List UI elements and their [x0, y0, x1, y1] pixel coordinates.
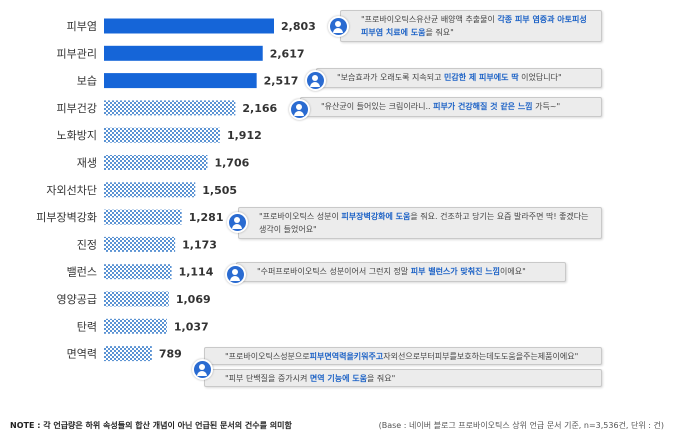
quote-tail: 을 줘요": [425, 28, 454, 37]
quote-highlight: 피부면역력을키워주고: [309, 352, 384, 361]
bar: [104, 100, 236, 116]
value-label: 789: [159, 348, 182, 361]
quote-bubble: "프로바이오틱스 성분이 피부장벽강화에 도움을 줘요. 건조하고 당기는 요즘…: [238, 207, 602, 239]
bar: [104, 346, 152, 362]
value-label: 1,912: [227, 129, 262, 142]
category-label: 피부관리: [57, 47, 97, 60]
value-label: 1,173: [182, 238, 217, 251]
bar: [104, 155, 208, 170]
bar: [104, 127, 220, 143]
value-label: 2,517: [264, 75, 299, 88]
note-label: NOTE :: [10, 421, 44, 430]
value-label: 1,706: [214, 157, 249, 170]
bar: [104, 73, 257, 89]
bar: [104, 291, 169, 307]
quote-bubble: "유산균이 들어있는 크림이라니.. 피부가 건강해질 것 같은 느낌 가득~": [300, 97, 602, 117]
user-avatar-icon: [305, 70, 326, 91]
quote-text: "프로바이오틱스 성분이: [259, 212, 342, 221]
category-label: 면역력: [67, 348, 97, 361]
quote-text: "유산균이 들어있는 크림이라니..: [321, 102, 434, 111]
quote-text: "보습효과가 오래도록 지속되고: [337, 73, 444, 82]
user-avatar-icon: [225, 264, 246, 285]
category-label: 밸런스: [67, 266, 97, 279]
quote-highlight: 면역 기능에 도움: [309, 374, 368, 383]
user-avatar-icon: [192, 359, 213, 380]
bar: [104, 182, 196, 198]
note-text: 각 언급량은 하위 속성들의 합산 개념이 아닌 언급된 문서의 건수를 의미함: [43, 421, 292, 430]
value-label: 2,617: [270, 47, 305, 60]
quote-text: "프로바이오틱스유산균 배양액 추출물이: [361, 15, 498, 24]
quote-bubble: "피부 단백질을 증가시켜 면역 기능에 도움을 줘요": [204, 369, 602, 387]
quote-bubble: "프로바이오틱스성분으로피부면역력을키워주고자외선으로부터피부를보호하는데도도움…: [204, 347, 602, 365]
value-label: 1,114: [179, 266, 214, 279]
quote-tail: 을 줘요": [367, 374, 396, 383]
quote-bubble: "프로바이오틱스유산균 배양액 추출물이 각종 피부 염증과 아토피성 피부염 …: [340, 10, 602, 42]
bar: [104, 318, 167, 334]
value-label: 2,166: [242, 102, 277, 115]
bar: [104, 45, 263, 61]
category-label: 재생: [77, 157, 97, 170]
value-label: 1,037: [174, 320, 209, 333]
quote-bubble: "수퍼프로바이오틱스 성분이어서 그런지 정말 피부 밸런스가 맞춰진 느낌이에…: [236, 262, 566, 282]
category-label: 자외선차단: [46, 184, 97, 197]
category-label: 보습: [77, 75, 97, 88]
quote-bubble: "보습효과가 오래도록 지속되고 민감한 제 피부에도 딱 이었답니다": [316, 68, 602, 88]
category-label: 진정: [77, 238, 97, 251]
bar: [104, 264, 172, 280]
quote-tail: 자외선으로부터피부를보호하는데도도움을주는제품이에요": [383, 352, 579, 361]
quote-highlight: 피부가 건강해질 것 같은 느낌: [433, 102, 533, 111]
quote-text: "피부 단백질을 증가시켜: [225, 374, 310, 383]
user-avatar-icon: [289, 99, 310, 120]
user-avatar-icon: [227, 212, 248, 233]
bar: [104, 209, 182, 225]
quote-highlight: 피부 밸런스가 맞춰진 느낌: [410, 267, 501, 276]
quote-tail: 이었답니다": [518, 73, 562, 82]
quote-tail: 가득~": [532, 102, 561, 111]
user-avatar-icon: [328, 16, 349, 37]
value-label: 1,505: [202, 184, 237, 197]
category-label: 영양공급: [57, 293, 97, 306]
quote-highlight: 민감한 제 피부에도 딱: [444, 73, 519, 82]
quote-tail: 을 줘요. 건조하고 당기는 요즘 발라주면 딱! 좋겠다는 생각이 들었어요": [259, 212, 589, 234]
quote-highlight: 피부장벽강화에 도움: [341, 212, 411, 221]
bar: [104, 18, 274, 34]
note-footer: NOTE : 각 언급량은 하위 속성들의 합산 개념이 아닌 언급된 문서의 …: [10, 420, 292, 431]
quote-tail: 이에요": [500, 267, 526, 276]
category-label: 피부장벽강화: [36, 211, 97, 224]
category-label: 피부건강: [57, 102, 97, 115]
category-label: 피부염: [67, 20, 97, 33]
quote-text: "프로바이오틱스성분으로: [225, 352, 310, 361]
value-label: 1,069: [176, 293, 211, 306]
category-label: 탄력: [77, 320, 97, 333]
base-footer: (Base : 네이버 블로그 프로바이오틱스 상위 언급 문서 기준, n=3…: [378, 421, 664, 430]
value-label: 2,803: [281, 20, 316, 33]
quote-highlight: 각종 피부 염증과 아토피성 피부염 치료에 도움: [361, 15, 587, 37]
quote-text: "수퍼프로바이오틱스 성분이어서 그런지 정말: [257, 267, 411, 276]
bar: [104, 236, 176, 252]
value-label: 1,281: [189, 211, 224, 224]
category-label: 노화방지: [57, 129, 97, 142]
